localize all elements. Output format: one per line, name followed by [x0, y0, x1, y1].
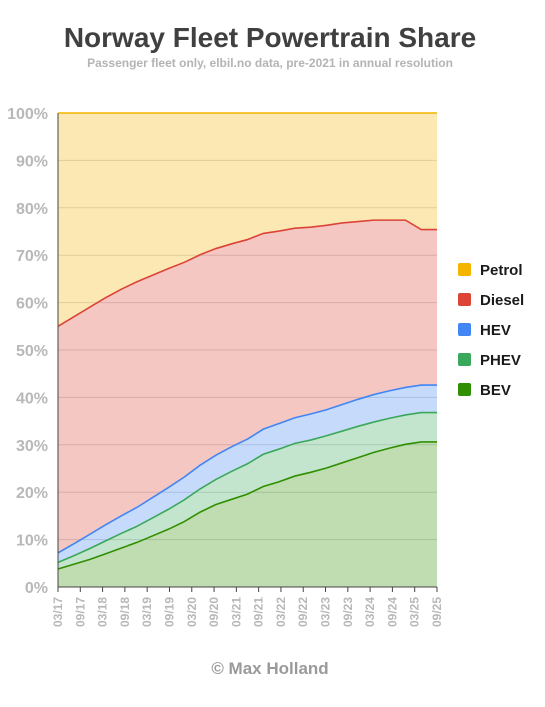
x-tick-label: 09/23 [341, 597, 355, 627]
y-tick-label: 10% [16, 533, 48, 550]
x-tick-label: 09/24 [385, 597, 399, 627]
x-tick-label: 03/20 [185, 597, 199, 627]
x-tick-label: 03/17 [51, 597, 65, 627]
x-tick-label: 03/18 [96, 597, 110, 627]
legend-swatch-hev [458, 323, 471, 336]
chart-subtitle: Passenger fleet only, elbil.no data, pre… [87, 56, 453, 70]
x-tick-label: 09/21 [252, 597, 266, 627]
y-tick-label: 40% [16, 390, 48, 407]
area-phev [58, 412, 437, 569]
x-tick-label: 09/19 [162, 597, 176, 627]
line-hev [57, 384, 437, 554]
y-tick-label: 70% [16, 248, 48, 265]
legend-swatch-phev [458, 353, 471, 366]
area-layer [57, 112, 437, 587]
y-tick-label: 50% [16, 343, 48, 360]
legend-swatch-petrol [458, 263, 471, 276]
line-phev [57, 411, 437, 564]
legend-label-hev: HEV [480, 322, 511, 339]
line-diesel [57, 219, 437, 327]
legend-swatch-diesel [458, 293, 471, 306]
y-tick-label: 20% [16, 485, 48, 502]
area-diesel [58, 220, 437, 553]
y-tick-label: 0% [25, 580, 48, 597]
x-tick-label: 03/23 [319, 597, 333, 627]
y-tick-label: 90% [16, 153, 48, 170]
x-tick-label: 09/20 [207, 597, 221, 627]
y-tick-label: 60% [16, 296, 48, 313]
y-tick-label: 100% [7, 106, 48, 123]
legend-layer: Petrol Diesel HEV PHEV BEV [458, 262, 524, 399]
y-tick-label: 80% [16, 201, 48, 218]
credit-text: © Max Holland [211, 659, 329, 678]
x-tick-label: 09/22 [296, 597, 310, 627]
x-tick-label: 03/24 [363, 597, 377, 627]
legend-swatch-bev [458, 383, 471, 396]
x-tick-label: 09/18 [118, 597, 132, 627]
chart-title: Norway Fleet Powertrain Share [63, 22, 477, 53]
legend-label-phev: PHEV [480, 352, 521, 369]
x-tick-label: 03/25 [408, 597, 422, 627]
legend-label-bev: BEV [480, 382, 511, 399]
y-tick-label: 30% [16, 438, 48, 455]
x-tick-label: 03/19 [140, 597, 154, 627]
x-tick-label: 03/21 [229, 597, 243, 627]
line-bev [57, 441, 437, 570]
x-tick-label: 09/25 [430, 597, 444, 627]
legend-label-diesel: Diesel [480, 292, 524, 309]
x-tick-label: 03/22 [274, 597, 288, 627]
legend-label-petrol: Petrol [480, 262, 523, 279]
area-bev [58, 441, 437, 587]
axis-layer: 0% 10% 20% 30% 40% 50% 60% 70% 80% 90% 100% 03/17 09… [7, 106, 444, 627]
x-tick-label: 09/17 [73, 597, 87, 627]
area-petrol [58, 113, 437, 327]
area-hev [58, 385, 437, 563]
